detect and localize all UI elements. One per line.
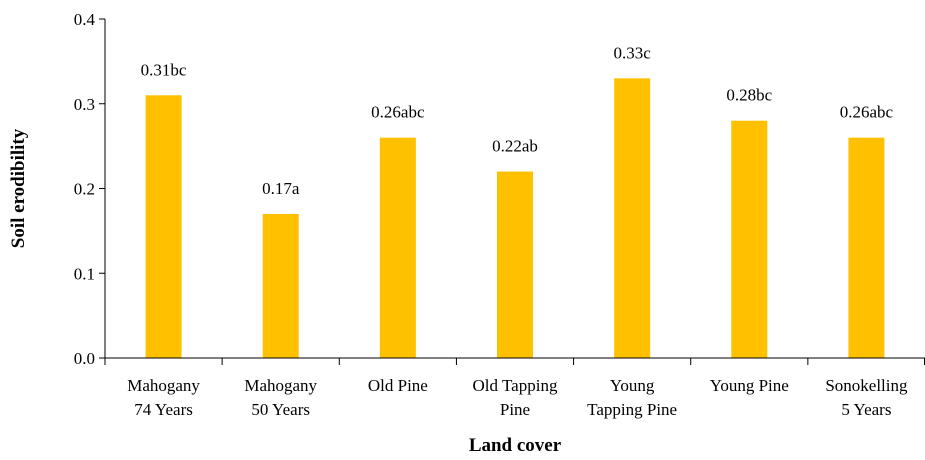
bar — [614, 78, 651, 358]
data-labels: 0.31bc 0.17a 0.26abc 0.22ab 0.33c 0.28bc 0.26a… — [141, 43, 894, 198]
y-tick-label: 0.3 — [74, 95, 95, 114]
axes — [104, 19, 925, 365]
x-category-label: Old Pine — [368, 376, 428, 395]
bar — [497, 171, 533, 358]
bar-data-label: 0.33c — [613, 43, 651, 62]
bar-data-label: 0.31bc — [141, 60, 187, 79]
x-category-label: Young Pine — [710, 376, 789, 395]
x-category-label: Tapping Pine — [587, 400, 677, 419]
x-category-label: Mahogany — [244, 376, 317, 395]
x-category-label: Mahogany — [127, 376, 200, 395]
y-axis-ticks: 0.0 0.1 0.2 0.3 0.4 — [74, 10, 105, 368]
bar-data-label: 0.26abc — [840, 103, 894, 122]
y-tick-label: 0.1 — [74, 264, 95, 283]
y-tick-label: 0.0 — [74, 349, 95, 368]
bar-data-label: 0.26abc — [371, 103, 425, 122]
x-category-label: 50 Years — [251, 400, 310, 419]
x-category-label: Old Tapping — [473, 376, 558, 395]
bar — [262, 213, 299, 358]
bars — [145, 78, 885, 359]
x-axis-categories: Mahogany 74 Years Mahogany 50 Years Old Pine… — [127, 376, 908, 419]
bar-data-label: 0.17a — [262, 179, 300, 198]
x-axis-title: Land cover — [469, 435, 562, 456]
bar — [145, 95, 182, 359]
bar-data-label: 0.28bc — [726, 86, 772, 105]
x-category-label: Pine — [500, 400, 530, 419]
bar — [848, 137, 885, 358]
x-category-label: Young — [610, 376, 655, 395]
bar — [379, 137, 416, 358]
x-category-label: 5 Years — [841, 400, 891, 419]
bar-data-label: 0.22ab — [492, 137, 538, 156]
bar — [731, 120, 768, 358]
x-category-label: Sonokelling — [825, 376, 908, 395]
y-tick-label: 0.2 — [74, 180, 95, 199]
x-category-label: 74 Years — [134, 400, 193, 419]
y-axis-title: Soil erodibility — [8, 128, 29, 248]
y-tick-label: 0.4 — [74, 10, 96, 29]
